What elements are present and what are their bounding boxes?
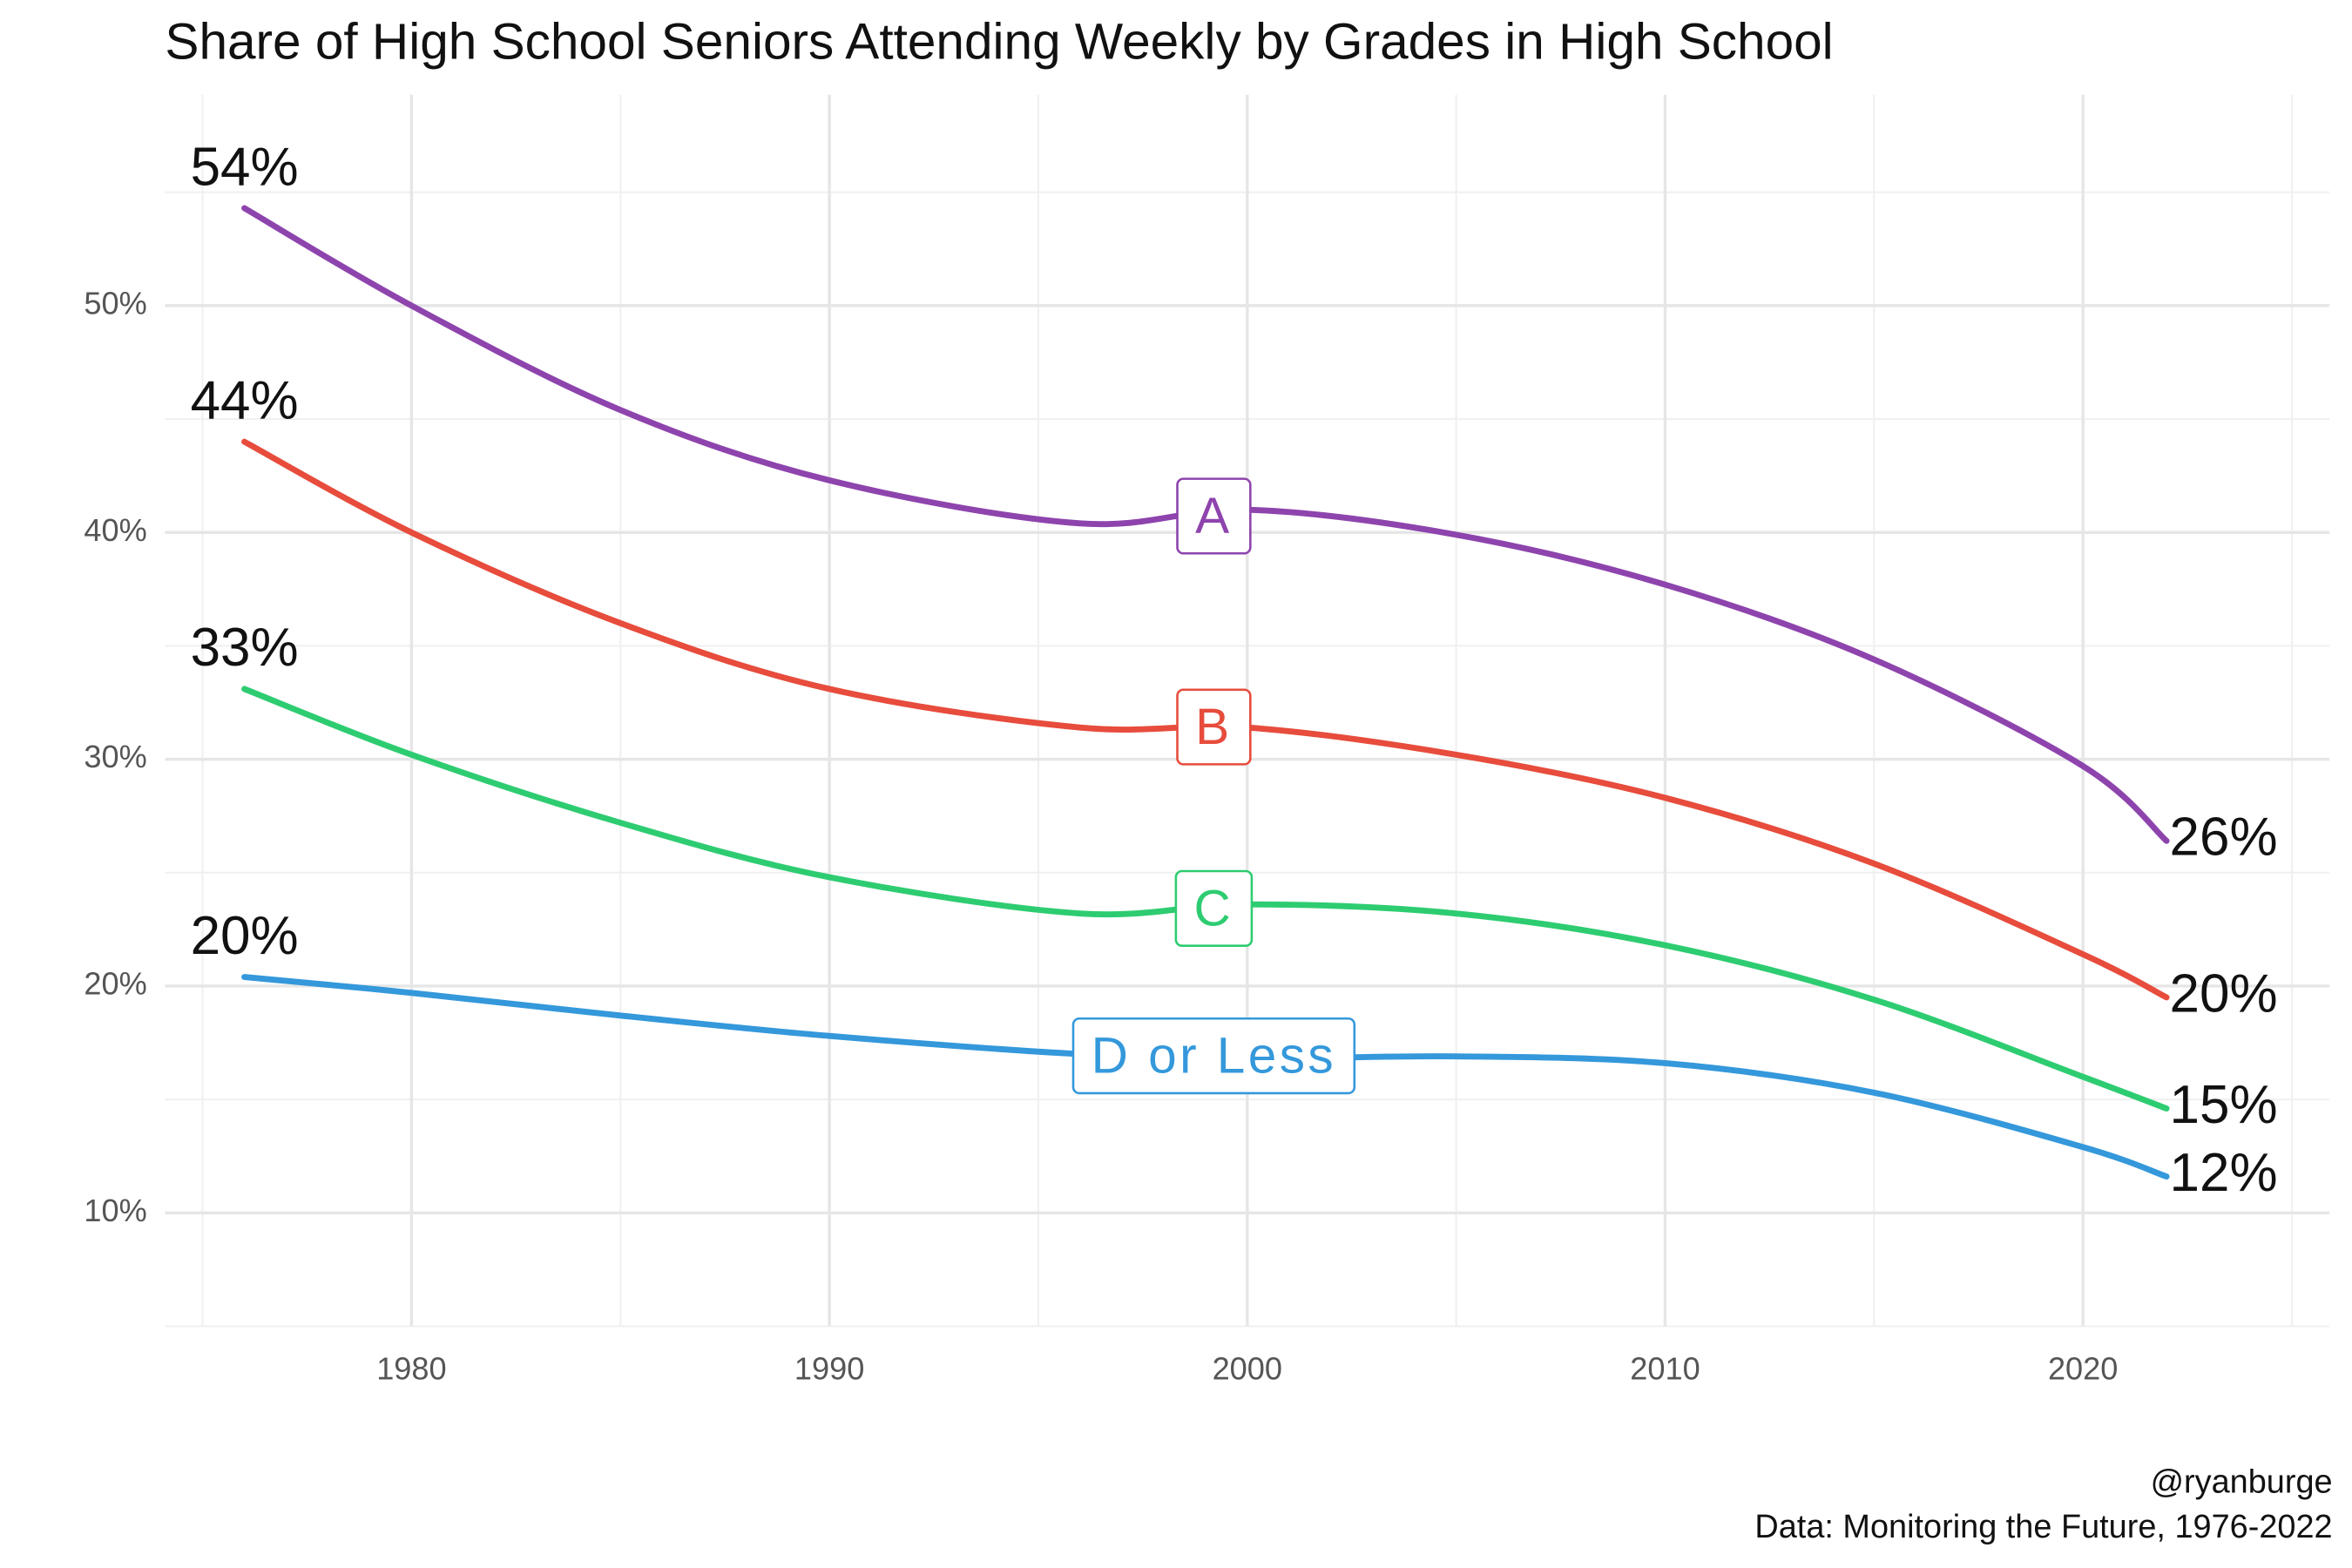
value-label: 33% [191,618,299,678]
legend-label: D or Less [1092,1028,1336,1085]
value-label: 20% [2170,963,2278,1024]
y-tick-label: 20% [84,965,146,1001]
legend-box [1176,477,1252,555]
legend-item: A [1176,477,1252,555]
legend-label: C [1194,880,1234,936]
y-tick-label: 30% [84,739,146,774]
x-tick-label: 2000 [1213,1351,1282,1387]
y-tick-label: 40% [84,512,146,548]
caption: Data: Monitoring the Future, 1976-2022 [1754,1509,2332,1545]
value-label: 26% [2170,808,2278,868]
grid [165,94,2330,1328]
legend-label: B [1195,699,1232,755]
legend-box [1071,1017,1356,1095]
value-label: 20% [191,906,299,966]
legend-item: B [1176,688,1252,766]
x-tick-label: 1990 [794,1351,864,1387]
chart-title: Share of High School Seniors Attending W… [165,13,1833,70]
y-tick-label: 50% [84,285,146,321]
x-tick-label: 2010 [1630,1351,1700,1387]
legend-box [1174,869,1254,947]
x-tick-label: 2020 [2048,1351,2118,1387]
value-label: 15% [2170,1075,2278,1135]
x-tick-label: 1980 [376,1351,446,1387]
y-tick-label: 10% [84,1193,146,1228]
caption: @ryanburge [2151,1463,2333,1500]
legend-item: C [1174,869,1254,947]
value-label: 54% [191,137,299,197]
value-label: 44% [191,370,299,430]
legend-box [1176,688,1252,766]
legend-label: A [1195,488,1232,544]
legend-item: D or Less [1071,1017,1356,1095]
value-label: 12% [2170,1143,2278,1203]
